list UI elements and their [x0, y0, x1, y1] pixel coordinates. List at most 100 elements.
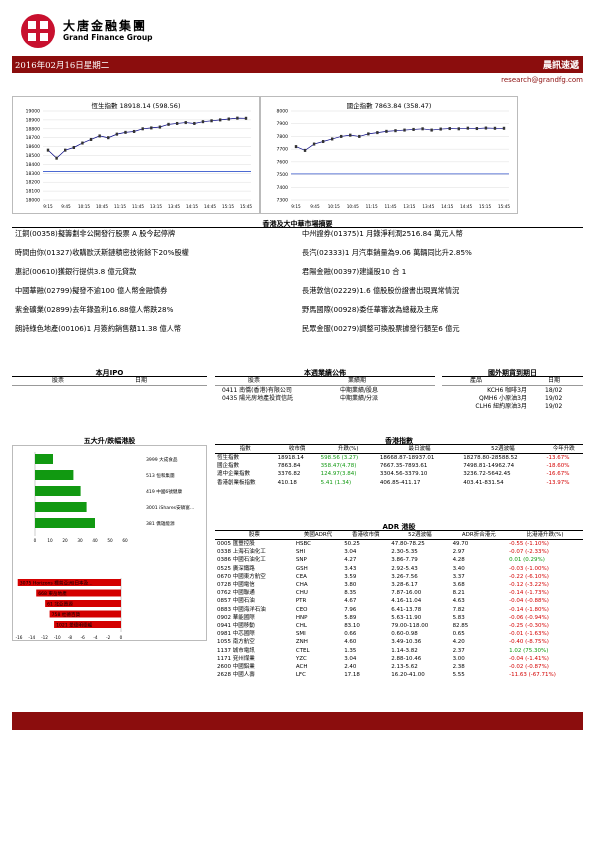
results-stock: 0411 南僑(香港)有限公司 [222, 387, 292, 394]
table-cell: 1137 城市電訊 [217, 647, 255, 654]
table-cell: -0.07 (-2.33%) [509, 549, 549, 556]
table-cell: 8.35 [344, 590, 357, 597]
candle [218, 118, 222, 122]
candle [244, 116, 248, 120]
candle [175, 121, 179, 125]
price-line [47, 117, 247, 159]
candle [493, 126, 497, 130]
table-cell: 2600 中國鋁業 [217, 664, 255, 671]
y-tick-label: 19000 [26, 109, 40, 115]
x-tick-label: -2 [106, 635, 111, 640]
table-cell: -0.04 (-1.41%) [509, 655, 549, 662]
table-row: 1137 城市電訊 CTEL 1.35 1.14-3.82 2.37 1.02 (75.3… [215, 647, 583, 655]
table-cell: 4.20 [452, 639, 465, 646]
gainer-bar [35, 454, 53, 464]
futures-date: 18/02 [545, 387, 563, 394]
table-cell: CHL [295, 623, 307, 630]
table-cell: 2.97 [452, 549, 465, 556]
candle [430, 128, 433, 132]
x-tick-label: 14:15 [186, 204, 198, 209]
table-row: 2628 中國人壽 LFC 17.18 16.20-41.00 5.55 -11.63 (… [215, 671, 583, 679]
loser-label: 1021 愛德明德龍 [56, 622, 93, 629]
x-tick-label: 10:45 [96, 204, 108, 209]
summary-left-item: 時間由你(01327)收購歐沃斯鏈積密技術餘下20%股權 [15, 248, 189, 257]
col-header: 升跌(%) [318, 445, 378, 454]
table-cell: 3376.82 [277, 471, 301, 478]
loser-bar [49, 610, 121, 618]
table-cell: -0.14 (-1.80%) [509, 606, 549, 613]
table-cell: 49.70 [452, 541, 469, 547]
table-cell: -11.63 (-67.71%) [509, 672, 556, 679]
table-cell: -0.25 (-0.30%) [509, 623, 549, 630]
futures-header-line [442, 385, 583, 386]
loser-bar [45, 600, 122, 607]
table-cell: 2.40 [344, 664, 357, 671]
candle [303, 148, 307, 152]
y-tick-label: 7500 [277, 172, 289, 178]
table-cell: 1.14-3.82 [391, 647, 418, 654]
x-tick-label: 60 [122, 538, 128, 543]
col-header: 今年升跌 [544, 445, 583, 454]
table-cell: -0.12 (-3.22%) [509, 582, 549, 589]
candle [412, 127, 415, 131]
adr-table: 股票 美國ADR代 香港收市價 52週波幅 ADR折合港元 比港港升跌(%) 0005 匯豐… [215, 531, 583, 679]
x-tick-label: 11:45 [132, 204, 144, 209]
table-cell: HNP [295, 614, 308, 621]
ipo-divider [12, 376, 207, 377]
y-tick-label: 7900 [277, 121, 289, 127]
table-row: 國企指數 7863.84 358.47(4.78) 7667.35-7893.61 74… [215, 462, 583, 470]
contact-email[interactable]: research@grandfg.com [501, 76, 583, 84]
candle [150, 126, 153, 130]
table-cell: 7.82 [452, 606, 465, 613]
x-tick-label: 20 [62, 538, 68, 543]
candle [124, 130, 127, 134]
table-cell: -13.67% [546, 455, 570, 461]
gainer-label: 381 僑雄能源 [146, 520, 175, 527]
summary-right-item: 君陽金融(00397)建議股10 合 1 [302, 267, 407, 276]
results-col-period: 業績期 [348, 377, 367, 384]
table-cell: 0525 廣深鐵路 [217, 565, 255, 572]
table-cell: 0.60-0.98 [391, 631, 418, 638]
ipo-header-line [12, 385, 207, 386]
candle [367, 132, 370, 136]
table-cell: ZNH [295, 639, 308, 646]
table-cell: 3.49-10.36 [391, 639, 422, 646]
movers-plot: 0 10 20 30 40 50 60 3999 大成食品 513 恒和集團 419 中國6號健康… [16, 452, 194, 640]
table-cell: 3.59 [344, 573, 357, 580]
price-line [295, 127, 504, 151]
y-tick-label: 18600 [26, 144, 40, 150]
table-row: 0338 上海石油化工 SHI 3.04 2.30-5.35 2.97 -0.07 (-2… [215, 548, 583, 556]
futures-date: 19/02 [545, 395, 563, 402]
candle [340, 134, 343, 138]
table-cell: -18.60% [546, 463, 570, 470]
table-cell: 124.97(3.84) [320, 471, 357, 478]
results-col-stock: 股票 [248, 377, 261, 384]
col-header: 股票 [215, 531, 294, 540]
report-date: 2016年02月16日星期二 [15, 61, 110, 71]
summary-right-item: 長汽(02333)1 月汽車銷量為9.06 萬輛同比升2.85% [302, 248, 472, 257]
table-cell: 4.27 [344, 557, 357, 564]
futures-date: 19/02 [545, 403, 563, 410]
table-cell: ACH [295, 664, 308, 671]
table-cell: HSBC [295, 541, 312, 547]
table-cell: 1.35 [344, 647, 357, 654]
table-row: 0883 中國海洋石油 CEO 7.96 6.41-13.78 7.82 -0.14 (-… [215, 606, 583, 614]
table-cell: 0883 中國海洋石油 [217, 606, 266, 613]
y-tick-label: 8000 [277, 109, 289, 115]
table-cell: 3.68 [452, 582, 465, 589]
hk-index-title: 香港指數 [385, 437, 413, 445]
y-tick-label: 7300 [277, 198, 289, 204]
table-cell: -0.40 (-8.75%) [509, 639, 549, 646]
candle [132, 129, 136, 133]
table-cell: 358.47(4.78) [320, 463, 357, 470]
candle [64, 148, 67, 152]
x-tick-label: -14 [28, 635, 35, 640]
summary-right-item: 野馬國際(00928)委任華審波為總裁及主席 [302, 305, 439, 314]
col-header: 最日波幅 [377, 445, 462, 454]
table-cell: 2.92-5.43 [391, 565, 418, 572]
table-cell: CHA [295, 582, 308, 589]
summary-left-item: 紫金礦業(02899)去年錄盈利16.88億人幣跌28% [15, 305, 174, 314]
table-cell: 83.10 [344, 623, 360, 630]
table-cell: -0.03 (-1.00%) [509, 565, 549, 572]
candle [484, 126, 488, 130]
